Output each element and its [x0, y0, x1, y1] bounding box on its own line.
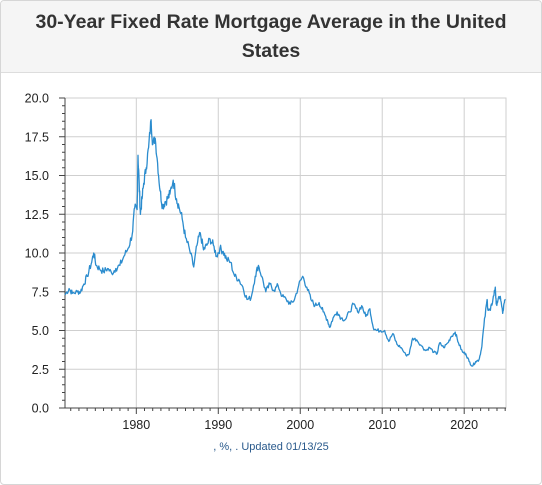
- x-tick-label: 1980: [122, 418, 150, 432]
- source-note: , %, . Updated 01/13/25: [213, 441, 329, 453]
- y-tick-label: 0.0: [32, 402, 49, 416]
- line-chart: 0.0 2.5 5.0 7.5 10.0 12.5 15.0 17.5 20.0 1980 1990…: [25, 92, 507, 432]
- x-tick-label: 2020: [450, 418, 478, 432]
- y-tick-label: 7.5: [32, 285, 49, 299]
- y-tick-label: 20.0: [25, 92, 49, 106]
- x-tick-label: 1990: [204, 418, 232, 432]
- chart-header: 30-Year Fixed Rate Mortgage Average in t…: [1, 1, 541, 73]
- x-tick-label: 2000: [286, 418, 314, 432]
- y-tick-label: 12.5: [25, 208, 49, 222]
- y-tick-label: 2.5: [32, 363, 49, 377]
- x-tick-label: 2010: [368, 418, 396, 432]
- y-tick-label: 17.5: [25, 130, 49, 144]
- chart-grid: [64, 97, 507, 409]
- chart-title: 30-Year Fixed Rate Mortgage Average in t…: [35, 10, 507, 62]
- chart-axes: 0.0 2.5 5.0 7.5 10.0 12.5 15.0 17.5 20.0 1980 1990…: [25, 92, 506, 432]
- series-line-0: [64, 119, 506, 367]
- y-tick-label: 5.0: [32, 324, 49, 338]
- y-tick-label: 10.0: [25, 247, 49, 261]
- y-tick-label: 15.0: [25, 169, 49, 183]
- chart-series: [64, 119, 506, 367]
